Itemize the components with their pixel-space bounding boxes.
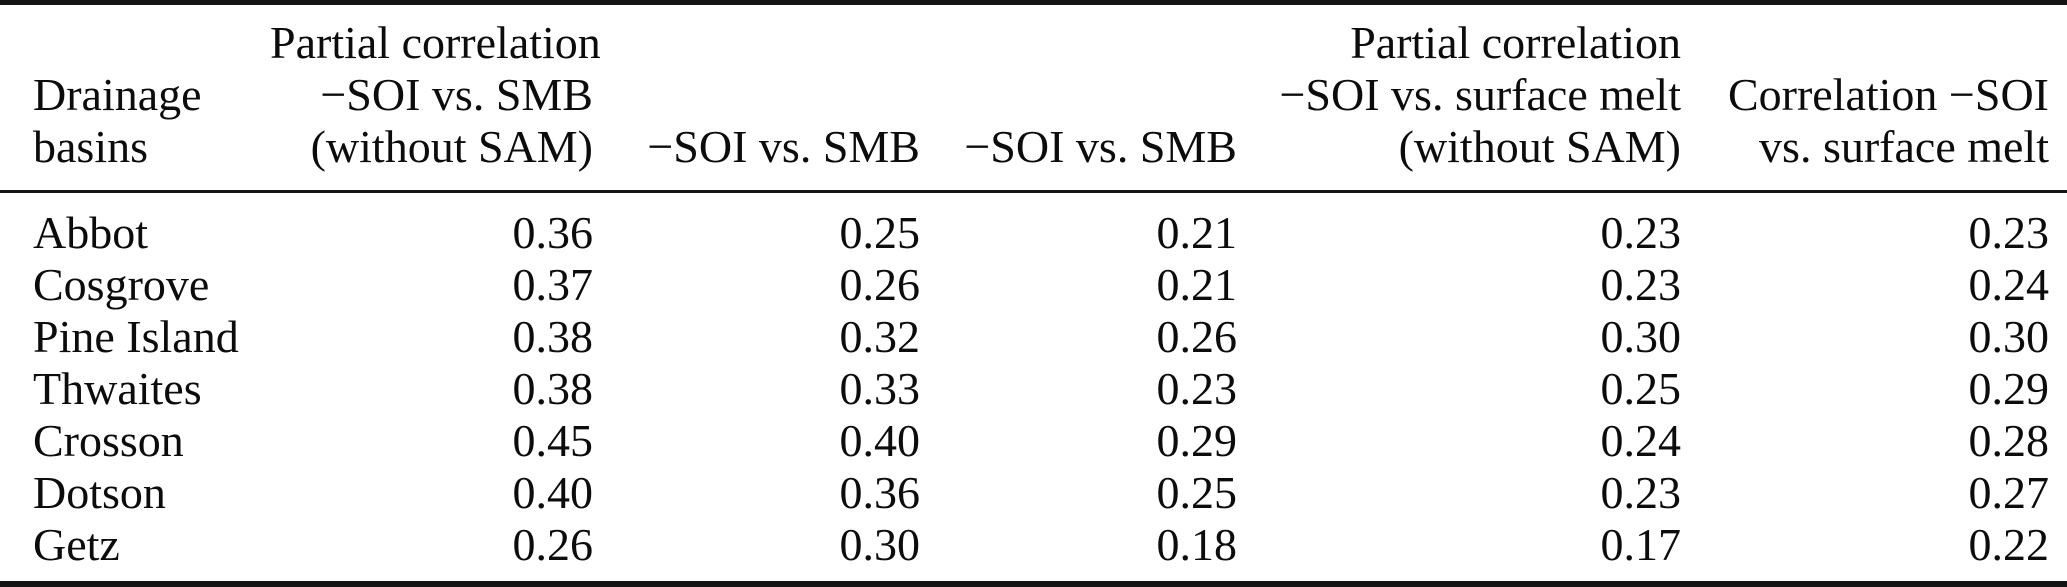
table-row: Crosson 0.45 0.40 0.29 0.24 0.28 xyxy=(0,415,2067,467)
value-cell: 0.33 xyxy=(839,363,921,414)
column-header-soi-smb-2: −SOI vs. SMB xyxy=(920,2,1237,193)
value-cell: 0.38 xyxy=(512,311,594,362)
value-cell: 0.23 xyxy=(1600,259,1682,310)
table-row: Getz 0.26 0.30 0.18 0.17 0.22 xyxy=(0,519,2067,584)
table-header: Drainage basins Partial correlation −SOI… xyxy=(0,2,2067,193)
value-cell: 0.24 xyxy=(1600,415,1682,466)
basin-name-cell: Cosgrove xyxy=(33,259,210,310)
value-cell: 0.23 xyxy=(1968,207,2050,258)
header-row: Drainage basins Partial correlation −SOI… xyxy=(0,2,2067,193)
header-line: −SOI vs. surface melt xyxy=(1279,69,1681,120)
value-cell: 0.29 xyxy=(1968,363,2050,414)
value-cell: 0.25 xyxy=(1600,363,1682,414)
column-header-correlation-soi-surface-melt: Correlation −SOI vs. surface melt xyxy=(1681,2,2067,193)
value-cell: 0.23 xyxy=(1600,207,1682,258)
value-cell: 0.45 xyxy=(512,415,594,466)
value-cell: 0.25 xyxy=(839,207,921,258)
value-cell: 0.17 xyxy=(1600,519,1682,570)
basin-name-cell: Crosson xyxy=(33,415,184,466)
column-header-soi-smb-1: −SOI vs. SMB xyxy=(593,2,920,193)
table-row: Abbot 0.36 0.25 0.21 0.23 0.23 xyxy=(0,192,2067,260)
column-header-drainage-basins: Drainage basins xyxy=(0,2,270,193)
basin-name-cell: Getz xyxy=(33,519,120,570)
value-cell: 0.21 xyxy=(1156,207,1238,258)
header-line: basins xyxy=(33,121,148,172)
value-cell: 0.21 xyxy=(1156,259,1238,310)
header-line: vs. surface melt xyxy=(1759,121,2049,172)
value-cell: 0.36 xyxy=(512,207,594,258)
header-line: (without SAM) xyxy=(1398,121,1681,172)
header-line: Partial correlation xyxy=(1350,17,1681,68)
value-cell: 0.25 xyxy=(1156,467,1238,518)
table-row: Cosgrove 0.37 0.26 0.21 0.23 0.24 xyxy=(0,259,2067,311)
value-cell: 0.23 xyxy=(1156,363,1238,414)
header-line: −SOI vs. SMB xyxy=(647,121,920,172)
value-cell: 0.18 xyxy=(1156,519,1238,570)
basin-name-cell: Thwaites xyxy=(33,363,202,414)
value-cell: 0.29 xyxy=(1156,415,1238,466)
value-cell: 0.22 xyxy=(1968,519,2050,570)
value-cell: 0.23 xyxy=(1600,467,1682,518)
header-line: Partial correlation xyxy=(270,17,601,68)
column-header-partial-correlation-soi-smb: Partial correlation −SOI vs. SMB (withou… xyxy=(270,2,601,193)
value-cell: 0.40 xyxy=(839,415,921,466)
value-cell: 0.30 xyxy=(1600,311,1682,362)
value-cell: 0.28 xyxy=(1968,415,2050,466)
header-line: −SOI vs. SMB xyxy=(320,69,593,120)
basin-name-cell: Dotson xyxy=(33,467,166,518)
value-cell: 0.30 xyxy=(1968,311,2050,362)
table-row: Thwaites 0.38 0.33 0.23 0.25 0.29 xyxy=(0,363,2067,415)
basin-name-cell: Abbot xyxy=(33,207,148,258)
basin-name-cell: Pine Island xyxy=(33,311,239,362)
column-header-partial-correlation-soi-surface-melt: Partial correlation −SOI vs. surface mel… xyxy=(1237,2,1681,193)
header-line: Drainage xyxy=(33,69,202,120)
value-cell: 0.27 xyxy=(1968,467,2050,518)
value-cell: 0.26 xyxy=(839,259,921,310)
value-cell: 0.36 xyxy=(839,467,921,518)
value-cell: 0.30 xyxy=(839,519,921,570)
header-line: Correlation −SOI xyxy=(1727,69,2049,120)
value-cell: 0.38 xyxy=(512,363,594,414)
value-cell: 0.24 xyxy=(1968,259,2050,310)
header-line: (without SAM) xyxy=(310,121,593,172)
value-cell: 0.26 xyxy=(512,519,594,570)
value-cell: 0.32 xyxy=(839,311,921,362)
value-cell: 0.37 xyxy=(512,259,594,310)
table-row: Pine Island 0.38 0.32 0.26 0.30 0.30 xyxy=(0,311,2067,363)
table-body: Abbot 0.36 0.25 0.21 0.23 0.23 Cosgrove … xyxy=(0,192,2067,585)
value-cell: 0.26 xyxy=(1156,311,1238,362)
value-cell: 0.40 xyxy=(512,467,594,518)
header-line: −SOI vs. SMB xyxy=(964,121,1237,172)
table-row: Dotson 0.40 0.36 0.25 0.23 0.27 xyxy=(0,467,2067,519)
